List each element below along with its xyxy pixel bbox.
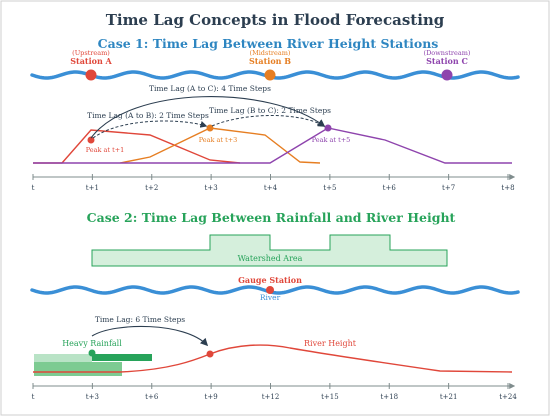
case1-heading: Case 1: Time Lag Between River Height St…: [98, 36, 439, 51]
river-label: River: [260, 293, 281, 302]
station-c-name: Station C: [426, 56, 468, 66]
peak-marker-c: [324, 124, 332, 132]
watershed-area: [91, 234, 448, 267]
lag-label-a-to-b: Time Lag (A to B): 2 Time Steps: [87, 111, 209, 120]
time-axis-case1-ticks: t t+1 t+2 t+3 t+4 t+5 t+6 t+7 t+8: [32, 174, 515, 192]
peak-label-b: Peak at t+3: [199, 136, 238, 144]
station-a-name: Station A: [70, 56, 112, 66]
hydrograph-station-b: [119, 127, 321, 164]
axis-tick-label: t+3: [205, 184, 218, 192]
axis-tick-label: t+12: [262, 393, 280, 401]
peak-marker-a: [87, 136, 95, 144]
river-height-marker: [206, 350, 214, 358]
gauge-station-label: Gauge Station: [238, 275, 302, 285]
axis-tick-label: t+24: [499, 393, 517, 401]
rainfall-bar-dark: [92, 354, 152, 361]
rainfall-bar-mid: [34, 362, 122, 376]
river-case1: [30, 70, 520, 80]
station-c-role: (Downstream): [424, 49, 471, 57]
rainfall-label: Heavy Rainfall: [62, 339, 122, 348]
axis-tick-label: t+8: [501, 184, 514, 192]
lag-arrow-b-to-c: [211, 115, 326, 127]
station-b-role: (Midstream): [250, 49, 291, 57]
axis-tick-label: t+3: [86, 393, 99, 401]
axis-tick-label: t: [32, 184, 35, 192]
axis-tick-label: t+2: [145, 184, 158, 192]
station-b-name: Station B: [249, 56, 291, 66]
time-axis-case2-ticks: t t+3 t+6 t+9 t+12 t+15 t+18 t+21 t+24: [32, 383, 517, 401]
lag-arrow-a-to-b: [92, 120, 208, 139]
gauge-station-marker: [266, 286, 274, 294]
peak-marker-b: [206, 124, 214, 132]
axis-tick-label: t+15: [321, 393, 339, 401]
station-a-role: (Upstream): [72, 49, 110, 57]
station-a: (Upstream) Station A: [70, 49, 113, 81]
station-b-marker: [264, 69, 276, 81]
axis-tick-label: t: [32, 393, 35, 401]
peak-label-c: Peak at t+5: [312, 136, 351, 144]
rainfall-marker: [88, 349, 96, 357]
river-height-label: River Height: [304, 339, 357, 348]
station-a-marker: [85, 69, 97, 81]
axis-tick-label: t+4: [264, 184, 278, 192]
watershed-label: Watershed Area: [238, 254, 303, 263]
lag-label-a-to-c: Time Lag (A to C): 4 Time Steps: [149, 84, 271, 93]
axis-tick-label: t+6: [383, 184, 397, 192]
case2-heading: Case 2: Time Lag Between Rainfall and Ri…: [87, 210, 456, 225]
station-c: (Downstream) Station C: [424, 49, 471, 81]
lag-arrow-rain-to-river: [91, 325, 209, 347]
axis-tick-label: t+9: [205, 393, 218, 401]
river-case2: [30, 285, 520, 295]
axis-tick-label: t+1: [86, 184, 99, 192]
peak-label-a: Peak at t+1: [86, 146, 125, 154]
figure-title: Time Lag Concepts in Flood Forecasting: [106, 11, 445, 29]
axis-tick-label: t+18: [380, 393, 398, 401]
axis-tick-label: t+5: [323, 184, 336, 192]
lag-label-rain-to-river: Time Lag: 6 Time Steps: [95, 315, 185, 324]
station-b: (Midstream) Station B: [249, 49, 291, 81]
axis-tick-label: t+7: [442, 184, 455, 192]
lag-arrow-a-to-c: [90, 96, 326, 139]
lag-label-b-to-c: Time Lag (B to C): 2 Time Steps: [209, 106, 331, 115]
axis-tick-label: t+21: [440, 393, 458, 401]
hydrograph-station-a: [33, 129, 241, 164]
station-c-marker: [441, 69, 453, 81]
axis-tick-label: t+6: [145, 393, 159, 401]
river-height-curve: [33, 344, 513, 373]
hydrograph-station-c: [33, 127, 512, 164]
